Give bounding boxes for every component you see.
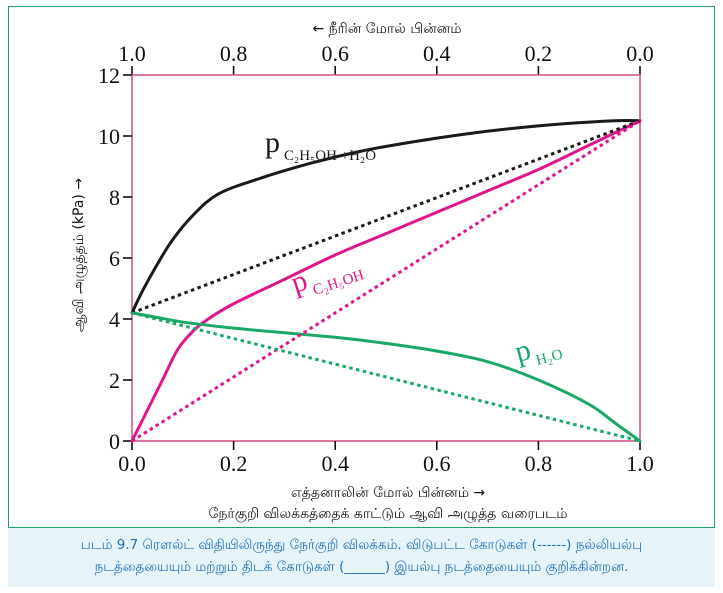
- series-ideal_ethanol: [131, 119, 641, 443]
- y-axis-ticks: 0 2 4 6 8 10 12: [98, 63, 132, 454]
- top-axis-ticks: 1.0 0.8 0.6 0.4 0.2 0.0: [118, 41, 654, 75]
- top-tick-label: 0.0: [626, 41, 654, 66]
- y-tick-label: 4: [109, 307, 120, 332]
- x-axis-ticks: 0.0 0.2 0.4 0.6 0.8 1.0: [118, 441, 654, 476]
- label-water-sub: H₂O: [534, 346, 564, 368]
- y-tick-label: 8: [109, 185, 120, 210]
- label-total-main: p: [265, 126, 280, 159]
- series-layer: [130, 119, 642, 443]
- x-axis-title: எத்தனாலின் மோல் பின்னம் →: [291, 485, 486, 501]
- series-ideal_total: [131, 119, 641, 315]
- y-tick-label: 12: [98, 63, 120, 88]
- y-tick-label: 10: [98, 124, 120, 149]
- top-tick-label: 0.6: [321, 41, 349, 66]
- label-total-sub: C₂H₅OH +H₂O: [284, 148, 376, 164]
- y-axis-title-group: ஆவி அழுத்தம் (kPa) →: [71, 178, 88, 332]
- label-water-pressure: p H₂O: [511, 333, 564, 369]
- y-tick-label: 2: [109, 368, 120, 393]
- label-ethanol-pressure: p C₂H₅OH: [287, 264, 366, 300]
- top-axis-title: ← நீரின் மோல் பின்னம்: [312, 21, 461, 37]
- top-tick-label: 0.2: [525, 41, 553, 66]
- caption-line-1: படம் 9.7 ரௌல்ட் விதியிலிருந்து நேர்குறி …: [80, 537, 643, 553]
- x-tick-label: 0.6: [423, 451, 451, 476]
- caption-line-2: நடத்தையையும் மற்றும் திடக் கோடுகள் (____…: [94, 559, 629, 575]
- x-tick-label: 0.4: [321, 451, 349, 476]
- y-tick-label: 0: [109, 429, 120, 454]
- y-tick-label: 6: [109, 246, 120, 271]
- label-total-pressure: p C₂H₅OH +H₂O: [265, 126, 376, 164]
- top-tick-label: 1.0: [118, 41, 146, 66]
- x-tick-label: 0.2: [220, 451, 248, 476]
- x-tick-label: 1.0: [626, 451, 654, 476]
- top-tick-label: 0.8: [220, 41, 248, 66]
- x-tick-label: 0.0: [118, 451, 146, 476]
- label-ethanol-sub: C₂H₅OH: [311, 267, 366, 299]
- figure-caption: படம் 9.7 ரௌல்ட் விதியிலிருந்து நேர்குறி …: [8, 527, 715, 587]
- series-p_total: [130, 119, 642, 315]
- top-tick-label: 0.4: [423, 41, 451, 66]
- series-ideal_water: [131, 311, 641, 443]
- label-water-main: p: [511, 333, 534, 369]
- series-p_ethanol: [130, 119, 642, 443]
- y-axis-title: ஆவி அழுத்தம் (kPa) →: [71, 178, 88, 332]
- x-tick-label: 0.8: [525, 451, 553, 476]
- series-p_water: [130, 311, 642, 443]
- figure-frame: [8, 6, 715, 587]
- plot-area-border: [131, 74, 641, 442]
- chart-title: நேர்குறி விலக்கத்தைக் காட்டும் ஆவி அழுத்…: [208, 506, 567, 523]
